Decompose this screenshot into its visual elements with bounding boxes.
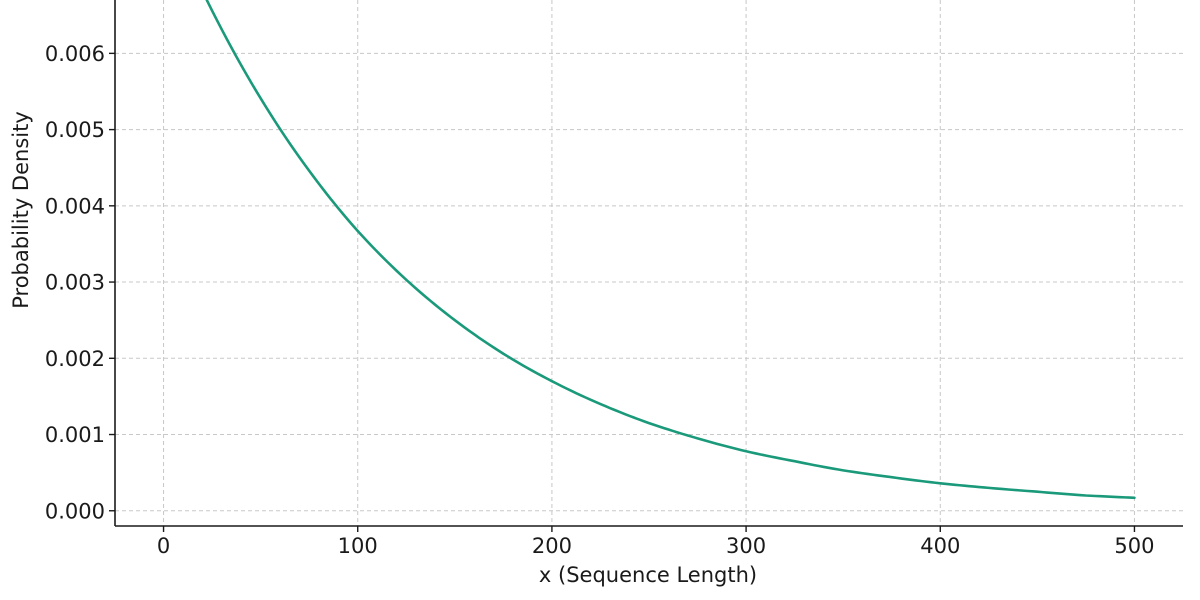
axes: 0 100 200 300 400 500 0.000 0.001 0.002 0.003 0.00… <box>45 0 1183 558</box>
x-axis-label: x (Sequence Length) <box>539 563 757 587</box>
series-line <box>205 0 1136 500</box>
y-tick-label: 0.000 <box>45 499 105 523</box>
y-tick-label: 0.006 <box>45 42 105 66</box>
series-layer <box>205 0 1136 500</box>
y-tick-label: 0.001 <box>45 423 105 447</box>
x-tick-label: 400 <box>920 534 960 558</box>
y-tick-label: 0.002 <box>45 347 105 371</box>
y-tick-label: 0.005 <box>45 118 105 142</box>
y-axis-label: Probability Density <box>9 111 33 309</box>
x-tick-label: 300 <box>726 534 766 558</box>
x-tick-label: 0 <box>157 534 170 558</box>
y-tick-label: 0.003 <box>45 271 105 295</box>
x-tick-label: 100 <box>338 534 378 558</box>
grid <box>115 0 1183 526</box>
axis-labels: x (Sequence Length) Probability Density <box>9 111 757 587</box>
x-tick-label: 200 <box>532 534 572 558</box>
y-tick-label: 0.004 <box>45 194 105 218</box>
x-tick-label: 500 <box>1114 534 1154 558</box>
